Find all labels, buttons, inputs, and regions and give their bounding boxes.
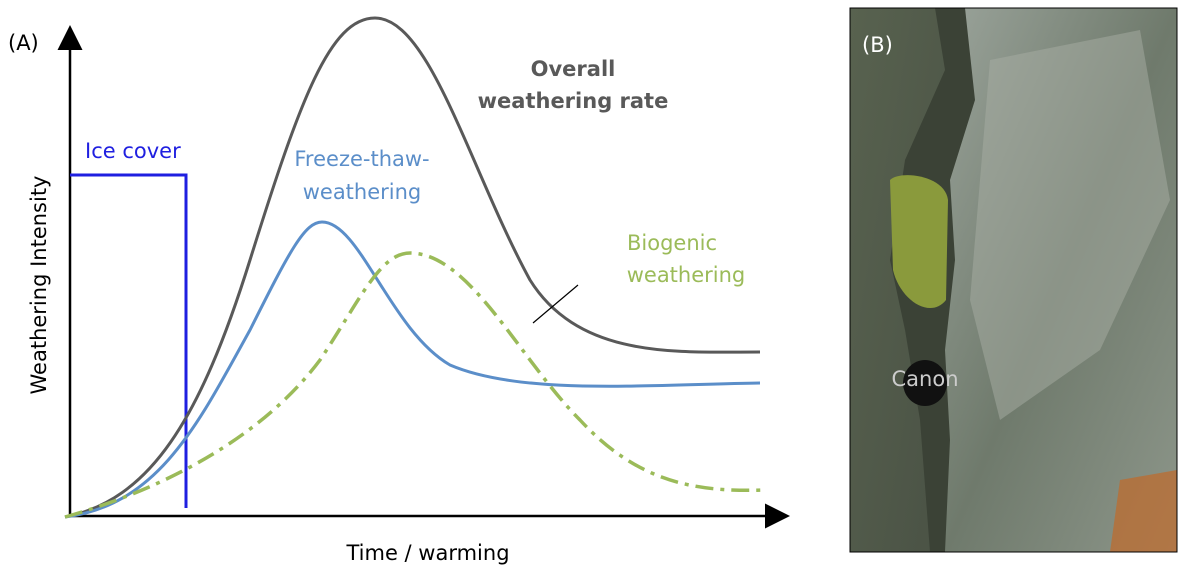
biogenic-label: weathering [627,263,746,287]
biogenic-label: Biogenic [627,231,717,255]
freeze-thaw-label: weathering [303,180,422,204]
figure: (A) Weathering Intensity Time / warming … [0,0,1179,565]
overall-label: weathering rate [478,89,669,113]
panel-a: (A) Weathering Intensity Time / warming … [8,18,785,565]
x-axis-label: Time / warming [345,541,509,565]
pointer-line [533,285,578,323]
panel-b: Canon (B) [850,8,1177,552]
lichen [1110,470,1177,552]
ice-cover-label: Ice cover [85,139,181,163]
panel-label: (B) [862,33,893,57]
overall-label: Overall [531,57,616,81]
panel-label: (A) [8,31,39,55]
freeze-thaw-label: Freeze-thaw- [294,147,429,171]
y-axis-label: Weathering Intensity [27,176,51,395]
lens-cap-text: Canon [892,367,959,391]
